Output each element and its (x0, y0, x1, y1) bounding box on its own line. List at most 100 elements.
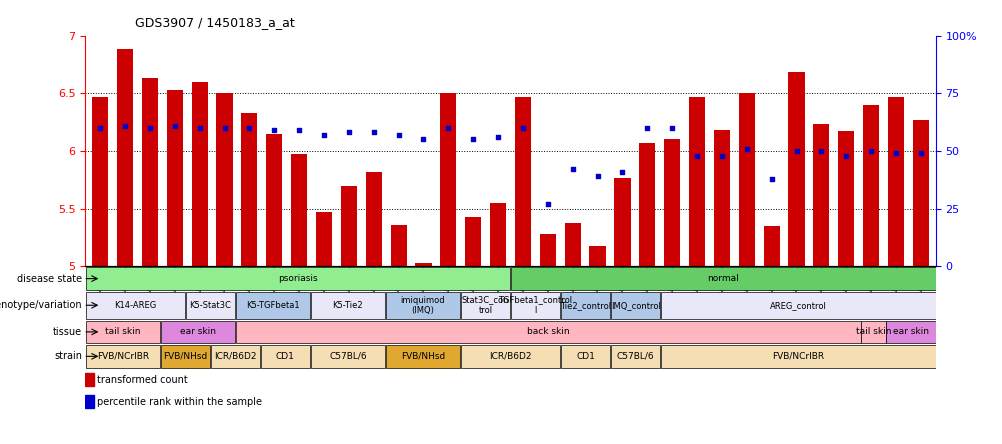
Text: FVB/NHsd: FVB/NHsd (401, 352, 445, 361)
Bar (85, 267, 510, 290)
Bar (638, 143, 654, 266)
Bar (117, 49, 133, 266)
Text: C57BL/6: C57BL/6 (329, 352, 367, 361)
Point (415, 136, 431, 143)
Bar (564, 222, 580, 266)
Bar (610, 292, 659, 318)
Point (713, 152, 729, 159)
Text: Tie2_control: Tie2_control (559, 301, 610, 310)
Bar (85, 395, 93, 408)
Bar (235, 321, 860, 343)
Text: K5-TGFbeta1: K5-TGFbeta1 (245, 301, 300, 310)
Bar (713, 130, 729, 266)
Bar (862, 105, 879, 266)
Bar (610, 345, 659, 368)
Bar (460, 345, 560, 368)
Point (191, 124, 207, 131)
Text: K5-Tie2: K5-Tie2 (333, 301, 363, 310)
Point (216, 124, 232, 131)
Point (589, 173, 605, 180)
Bar (415, 263, 431, 266)
Point (663, 124, 679, 131)
Bar (85, 292, 185, 318)
Point (440, 124, 456, 131)
Bar (386, 345, 460, 368)
Point (813, 147, 829, 155)
Text: imiquimod
(IMQ): imiquimod (IMQ) (400, 296, 445, 315)
Bar (589, 246, 605, 266)
Bar (887, 97, 903, 266)
Text: K5-Stat3C: K5-Stat3C (189, 301, 231, 310)
Bar (663, 139, 679, 266)
Bar (490, 203, 506, 266)
Bar (210, 345, 260, 368)
Point (366, 129, 382, 136)
Bar (185, 292, 234, 318)
Bar (191, 82, 207, 266)
Text: FVB/NCrIBR: FVB/NCrIBR (772, 352, 824, 361)
Text: TGFbeta1_control
l: TGFbeta1_control l (498, 296, 572, 315)
Bar (235, 292, 310, 318)
Text: normal: normal (706, 274, 738, 283)
Bar (160, 345, 209, 368)
Point (141, 124, 157, 131)
Bar (788, 72, 804, 266)
Bar (216, 93, 232, 266)
Text: K14-AREG: K14-AREG (114, 301, 156, 310)
Bar (737, 93, 755, 266)
Bar (539, 234, 555, 266)
Bar (390, 225, 406, 266)
Bar (141, 78, 158, 266)
Text: ICR/B6D2: ICR/B6D2 (489, 352, 531, 361)
Point (316, 131, 332, 139)
Point (788, 147, 804, 155)
Text: AREG_control: AREG_control (769, 301, 826, 310)
Text: tail skin: tail skin (855, 327, 890, 337)
Point (614, 168, 630, 175)
Point (465, 136, 481, 143)
Bar (85, 345, 160, 368)
Text: genotype/variation: genotype/variation (0, 300, 82, 310)
Bar (241, 113, 258, 266)
Bar (311, 292, 385, 318)
Text: GDS3907 / 1450183_a_at: GDS3907 / 1450183_a_at (135, 16, 295, 28)
Bar (85, 373, 93, 386)
Point (117, 122, 133, 129)
Bar (813, 124, 829, 266)
Bar (460, 292, 510, 318)
Bar (510, 292, 560, 318)
Text: Stat3C_con
trol: Stat3C_con trol (461, 296, 509, 315)
Point (291, 127, 307, 134)
Bar (85, 321, 160, 343)
Bar (92, 97, 108, 266)
Text: CD1: CD1 (276, 352, 295, 361)
Bar (465, 217, 481, 266)
Bar (885, 321, 935, 343)
Bar (341, 186, 357, 266)
Bar (316, 212, 332, 266)
Point (863, 147, 879, 155)
Text: strain: strain (54, 351, 82, 361)
Bar (560, 292, 610, 318)
Text: ICR/B6D2: ICR/B6D2 (213, 352, 257, 361)
Point (688, 152, 704, 159)
Bar (560, 345, 610, 368)
Text: tail skin: tail skin (105, 327, 140, 337)
Text: disease state: disease state (17, 274, 82, 284)
Bar (311, 345, 385, 368)
Text: FVB/NHsd: FVB/NHsd (163, 352, 207, 361)
Point (266, 127, 282, 134)
Bar (688, 97, 704, 266)
Bar (291, 155, 307, 266)
Point (887, 150, 903, 157)
Text: psoriasis: psoriasis (278, 274, 318, 283)
Point (539, 201, 555, 208)
Bar (440, 93, 456, 266)
Point (490, 134, 506, 141)
Bar (838, 131, 854, 266)
Point (390, 131, 406, 139)
Point (912, 150, 928, 157)
Point (341, 129, 357, 136)
Text: ear skin: ear skin (892, 327, 928, 337)
Bar (266, 134, 283, 266)
